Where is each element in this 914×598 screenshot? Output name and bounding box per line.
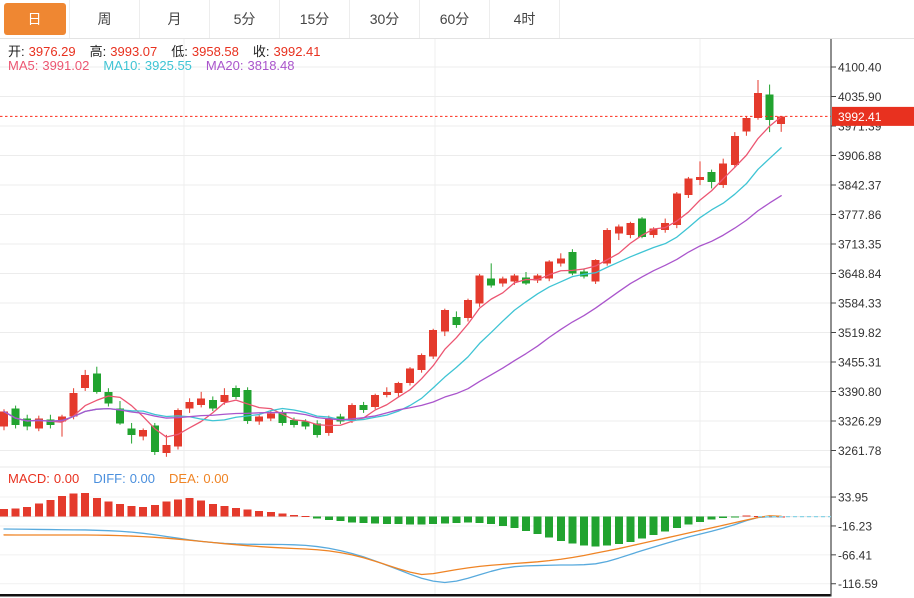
svg-text:3519.82: 3519.82 [838, 326, 882, 340]
dea-line [3, 515, 782, 576]
svg-text:33.95: 33.95 [838, 491, 868, 505]
low-value: 3958.58 [191, 44, 239, 59]
ma20-value: 3818.48 [247, 58, 295, 73]
macd-value: 0.00 [53, 471, 80, 486]
ma-legend: MA5: 3991.02 MA10: 3925.55 MA20: 3818.48 [8, 58, 299, 73]
low-label: 低: [171, 44, 188, 59]
open-value: 3976.29 [28, 44, 76, 59]
tab-5min[interactable]: 5分 [210, 0, 280, 38]
svg-text:3713.35: 3713.35 [838, 237, 882, 251]
svg-text:3777.86: 3777.86 [838, 208, 882, 222]
svg-text:3455.31: 3455.31 [838, 355, 882, 369]
tab-15min[interactable]: 15分 [280, 0, 350, 38]
last-price-tag: 3992.41 [832, 106, 914, 126]
svg-text:3842.37: 3842.37 [838, 178, 882, 192]
vertical-gridlines [183, 39, 701, 594]
svg-text:3326.29: 3326.29 [838, 415, 882, 429]
macd-label: MACD: [8, 471, 50, 486]
macd-axis-labels: 33.95 -16.23 -66.41 -116.59 [831, 491, 878, 591]
ma5-value: 3991.02 [42, 58, 90, 73]
svg-text:-66.41: -66.41 [838, 548, 872, 562]
price-gridlines [0, 66, 831, 452]
high-label: 高: [89, 44, 107, 59]
tab-30min[interactable]: 30分 [350, 0, 420, 38]
svg-text:4100.40: 4100.40 [838, 61, 882, 75]
ma5-line [3, 116, 782, 438]
ohlc-legend: 开: 3976.29 高: 3993.07 低: 3958.58 收: 3992.41 [8, 41, 325, 60]
ma20-label: MA20: [205, 58, 244, 73]
tab-day[interactable]: 日 [0, 0, 70, 38]
svg-text:3648.84: 3648.84 [838, 267, 882, 281]
open-label: 开: [8, 44, 25, 59]
svg-text:3906.88: 3906.88 [838, 149, 882, 163]
ma20-line [3, 195, 782, 422]
tab-month[interactable]: 月 [140, 0, 210, 38]
dea-value: 0.00 [203, 471, 229, 486]
macd-gridlines [0, 496, 831, 585]
tab-60min[interactable]: 60分 [420, 0, 490, 38]
svg-text:-116.59: -116.59 [838, 577, 878, 591]
tab-week[interactable]: 周 [70, 0, 140, 38]
diff-label: DIFF: [93, 471, 126, 486]
candlestick-series [0, 79, 786, 457]
ma5-label: MA5: [8, 58, 39, 73]
svg-text:-16.23: -16.23 [838, 519, 872, 533]
close-label: 收: [252, 44, 270, 59]
timeframe-tabbar: 日周月 5分 15分 30分 60分 4时 [0, 0, 914, 39]
ma10-label: MA10: [103, 58, 141, 73]
chart-frame [0, 38, 832, 597]
diff-value: 0.00 [129, 471, 156, 486]
ma10-line [3, 147, 782, 422]
ma10-value: 3925.55 [144, 58, 192, 73]
tab-4hour[interactable]: 4时 [490, 0, 560, 38]
close-value: 3992.41 [273, 44, 321, 59]
svg-text:3261.78: 3261.78 [838, 444, 882, 458]
svg-text:3584.33: 3584.33 [838, 296, 882, 310]
price-axis-labels: 4100.404035.903971.393906.883842.373777.… [831, 61, 882, 458]
high-value: 3993.07 [110, 44, 158, 59]
svg-text:3992.41: 3992.41 [838, 110, 882, 124]
svg-text:3390.80: 3390.80 [838, 385, 882, 399]
svg-text:4035.90: 4035.90 [838, 90, 882, 104]
macd-legend: MACD: 0.00 DIFF: 0.00 DEA: 0.00 [8, 471, 233, 486]
dea-label: DEA: [169, 471, 200, 486]
macd-histogram [0, 492, 786, 547]
